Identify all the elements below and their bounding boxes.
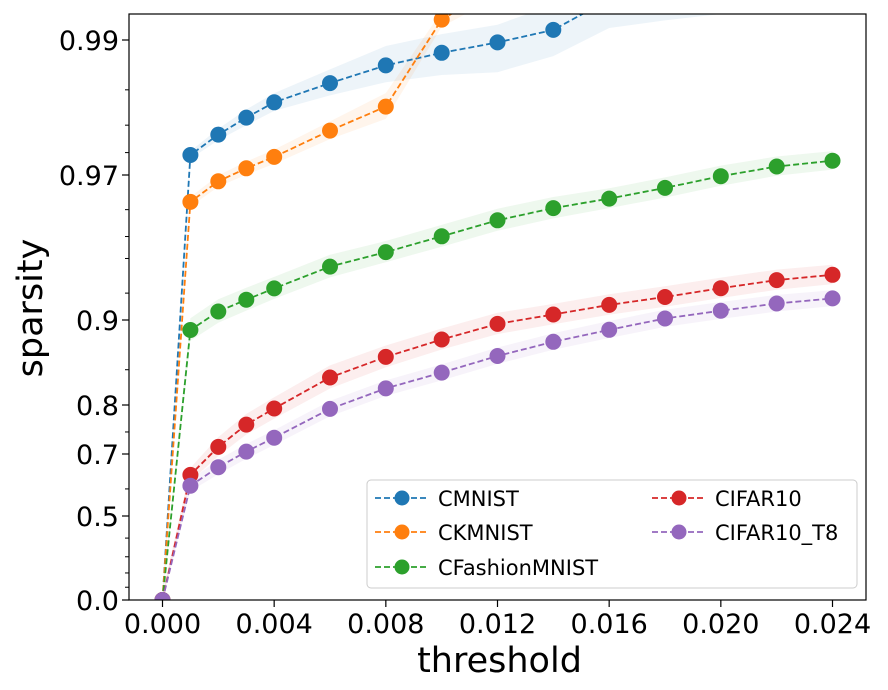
y-tick-label: 0.7 [76, 440, 119, 471]
cmnist-point [545, 21, 562, 38]
cfashionmnist-point [601, 190, 618, 207]
legend-marker [394, 490, 410, 506]
legend-item-ckmnist: CKMNIST [375, 521, 533, 545]
ckmnist-point [377, 98, 394, 115]
legend-label: CIFAR10_T8 [715, 521, 838, 546]
y-tick-label: 0.97 [59, 161, 119, 192]
ckmnist-band [162, 14, 466, 600]
legend: CMNIST CKMNIST CFashionMNIST CIFAR10 CIFAR10… [366, 479, 858, 589]
y-tick-label: 0.8 [76, 391, 119, 422]
series-markers [154, 0, 841, 600]
cifar10-point [545, 306, 562, 323]
x-tick-label: 0.012 [459, 609, 536, 640]
cifar10-point [266, 400, 283, 417]
cifar10-point [657, 289, 673, 305]
legend-marker [671, 490, 687, 506]
legend-label: CKMNIST [438, 521, 533, 545]
legend-label: CMNIST [438, 487, 519, 511]
cifar10-t8-point [322, 400, 338, 417]
ckmnist-point [238, 160, 255, 177]
ckmnist-point [182, 193, 199, 210]
cifar10-point [712, 280, 729, 297]
cfashionmnist-point [210, 303, 227, 320]
cfashionmnist-point [433, 228, 450, 245]
legend-marker [671, 524, 687, 540]
cfashionmnist-point [824, 152, 841, 169]
cifar10-t8-point [210, 459, 227, 476]
legend-box [366, 479, 858, 589]
cfashionmnist-point [377, 244, 394, 261]
cifar10-t8-point [824, 290, 841, 307]
axes: 0.000 0.004 0.008 0.012 0.016 0.020 0.024 0.0 0.… [11, 13, 871, 681]
cifar10-point [433, 331, 450, 348]
cifar10-point [489, 315, 506, 332]
cfashionmnist-point [322, 258, 338, 275]
y-axis-title: sparsity [11, 239, 51, 378]
legend-item-cmnist: CMNIST [375, 487, 519, 511]
legend-marker [394, 559, 410, 575]
y-tick-label: 0.9 [76, 306, 119, 337]
cmnist-point [322, 75, 338, 92]
legend-item-cfashionmnist: CFashionMNIST [375, 556, 598, 580]
cifar10-t8-point [601, 321, 618, 338]
cifar10-point [210, 438, 227, 455]
x-axis-title: threshold [417, 641, 582, 681]
cifar10-point [238, 416, 255, 433]
cifar10-t8-point [545, 333, 562, 350]
cifar10-t8-point [266, 429, 283, 446]
legend-item-cifar10-t8: CIFAR10_T8 [652, 521, 838, 546]
x-tick-label: 0.020 [682, 609, 759, 640]
cifar10-point [377, 348, 394, 365]
x-tick-label: 0.000 [124, 609, 201, 640]
cifar10-t8-point [657, 310, 673, 327]
cfashionmnist-point [266, 280, 283, 297]
legend-label: CFashionMNIST [438, 556, 598, 580]
ckmnist-point [210, 173, 227, 190]
cifar10-t8-point [154, 592, 171, 600]
cmnist-point [377, 57, 394, 74]
cifar10-t8-point [182, 477, 199, 494]
cifar10-t8-point [433, 364, 450, 381]
cmnist-point [489, 34, 506, 51]
cmnist-point [182, 147, 199, 163]
y-tick-label: 0.99 [59, 26, 119, 57]
cmnist-point [602, 0, 617, 7]
x-tick-label: 0.008 [347, 609, 424, 640]
cifar10-t8-line [161, 297, 833, 600]
cmnist-point [266, 94, 283, 111]
legend-item-cifar10: CIFAR10 [652, 487, 802, 511]
cfashionmnist-point [182, 322, 199, 338]
cifar10-t8-point [238, 443, 255, 460]
cfashionmnist-point [712, 168, 729, 185]
cifar10-t8-point [377, 380, 394, 397]
legend-marker [394, 524, 410, 540]
cifar10-point [768, 272, 785, 289]
y-tick-label: 0.5 [76, 502, 119, 533]
cifar10-point [824, 266, 841, 283]
cmnist-point [238, 109, 255, 126]
cifar10-t8-point [489, 348, 506, 364]
x-tick-label: 0.016 [571, 609, 648, 640]
x-tick-label: 0.024 [794, 609, 871, 640]
cfashionmnist-point [657, 179, 673, 196]
cfashionmnist-point [768, 158, 785, 175]
ckmnist-point [266, 148, 283, 165]
cifar10-t8-point [712, 302, 729, 319]
x-tick-label: 0.004 [236, 609, 313, 640]
cifar10-point [322, 369, 338, 386]
ckmnist-point [433, 14, 450, 28]
ckmnist-line [161, 14, 453, 600]
cmnist-point [433, 44, 450, 61]
legend-label: CIFAR10 [715, 487, 802, 511]
y-tick-label: 0.0 [76, 586, 119, 617]
cfashionmnist-point [489, 212, 506, 229]
cifar10-point [601, 296, 618, 313]
cmnist-point [210, 126, 227, 143]
cifar10-t8-point [768, 295, 785, 312]
cfashionmnist-point [238, 291, 255, 308]
ckmnist-point [322, 122, 338, 139]
cfashionmnist-point [545, 200, 562, 217]
